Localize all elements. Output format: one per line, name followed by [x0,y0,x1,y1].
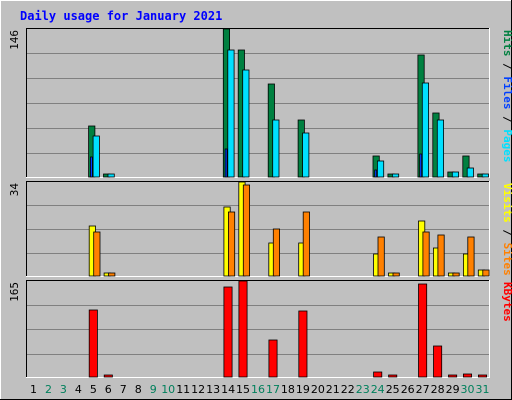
day-label-25: 25 [386,383,400,396]
bar-visits-sites-day-15 [242,184,251,277]
bar-hits-pages-day-5 [92,135,100,178]
bar-kbytes-kbytes-day-27 [418,283,428,378]
bar-visits-sites-day-30 [467,236,475,277]
bar-kbytes-kbytes-day-14 [223,286,233,378]
bar-hits-pages-day-30 [466,167,474,178]
day-label-1: 1 [30,383,37,396]
day-label-28: 28 [431,383,445,396]
day-label-22: 22 [341,383,355,396]
bar-visits-sites-day-17 [272,228,280,277]
day-label-9: 9 [150,383,157,396]
bar-hits-pages-day-31 [481,173,489,178]
bar-kbytes-kbytes-day-29 [448,374,458,378]
x-axis-day-labels: 1 2 3 4 5 6 7 8 9 10 11 12 13 14 15 16 17 18 19 20 21 22 23 24 2… [30,383,490,396]
bar-hits-files-day-5 [90,156,93,178]
peak-label-visits: 34 [8,183,21,197]
day-label-7: 7 [120,383,127,396]
bar-hits-files-day-14 [224,148,228,178]
bar-kbytes-kbytes-day-28 [433,345,443,378]
bar-hits-pages-day-17 [272,119,280,178]
day-label-21: 21 [326,383,340,396]
bar-kbytes-kbytes-day-31 [477,374,487,378]
day-label-30: 30 [461,383,475,396]
panel-hits: 146 Hits / Files / Pages [8,28,512,178]
day-label-8: 8 [135,383,142,396]
bar-visits-sites-day-31 [482,269,490,277]
chart-panels: 146 Hits / Files / Pages 34 Visits / Sites 1… [8,28,512,378]
day-label-15: 15 [236,383,250,396]
day-label-16: 16 [251,383,265,396]
bar-kbytes-kbytes-day-19 [298,310,308,378]
bar-hits-files-day-27 [419,153,423,178]
day-label-13: 13 [206,383,220,396]
legend-entry: / [501,110,512,130]
day-label-27: 27 [416,383,430,396]
peak-label-kbytes: 165 [8,282,21,302]
bar-visits-sites-day-28 [437,234,445,277]
bar-visits-sites-day-29 [452,272,460,277]
legend-entry: / [501,223,512,243]
day-label-29: 29 [446,383,460,396]
day-label-6: 6 [105,383,112,396]
legend-visits: Visits / Sites [501,183,512,276]
legend-entry: Visits [501,183,512,223]
bar-visits-sites-day-19 [302,211,310,277]
day-label-4: 4 [75,383,82,396]
day-label-20: 20 [311,383,325,396]
legend-entry: Sites [501,243,512,276]
bar-kbytes-kbytes-day-6 [103,374,113,378]
bar-hits-hits-day-30 [462,155,470,178]
bar-kbytes-kbytes-day-25 [388,374,398,378]
bar-kbytes-kbytes-day-15 [238,280,248,378]
day-label-10: 10 [161,383,175,396]
bar-hits-files-day-24 [374,169,378,178]
day-label-24: 24 [371,383,385,396]
day-label-12: 12 [191,383,205,396]
bar-hits-pages-day-24 [376,160,385,178]
day-label-3: 3 [60,383,67,396]
legend-entry: Pages [501,129,512,162]
legend-hits: Hits / Files / Pages [501,30,512,163]
peak-label-hits: 146 [8,30,21,50]
panel-kbytes: 165 KBytes [8,280,512,378]
day-label-18: 18 [281,383,295,396]
day-label-11: 11 [176,383,190,396]
bar-kbytes-kbytes-day-5 [88,309,98,378]
bar-hits-pages-day-14 [227,49,235,178]
bar-visits-sites-day-6 [108,272,116,277]
day-label-19: 19 [296,383,310,396]
bar-hits-pages-day-25 [391,173,400,178]
bar-hits-pages-day-29 [451,171,459,178]
bar-hits-pages-day-27 [421,82,429,178]
bar-visits-sites-day-27 [422,231,430,277]
bar-visits-sites-day-5 [93,231,101,277]
day-label-31: 31 [476,383,490,396]
legend-entry: KBytes [501,282,512,322]
bar-visits-sites-day-25 [392,272,400,277]
bar-hits-pages-day-19 [302,132,310,178]
day-label-2: 2 [45,383,52,396]
day-label-14: 14 [221,383,235,396]
panel-visits: 34 Visits / Sites [8,181,512,277]
bar-visits-sites-day-24 [377,236,385,277]
day-label-5: 5 [90,383,97,396]
legend-entry: Hits [501,30,512,57]
bar-kbytes-kbytes-day-24 [373,371,383,378]
day-label-17: 17 [266,383,280,396]
bar-hits-pages-day-15 [242,69,250,178]
chart-title: Daily usage for January 2021 [20,9,222,23]
bar-hits-pages-day-6 [107,173,115,178]
bar-visits-sites-day-14 [227,211,236,277]
day-label-26: 26 [401,383,415,396]
bar-kbytes-kbytes-day-17 [268,339,278,378]
legend-entry: Files [501,76,512,109]
day-label-23: 23 [356,383,370,396]
bar-kbytes-kbytes-day-30 [462,373,472,378]
legend-kbytes: KBytes [501,282,512,322]
legend-entry: / [501,57,512,77]
bar-hits-pages-day-28 [436,119,444,178]
